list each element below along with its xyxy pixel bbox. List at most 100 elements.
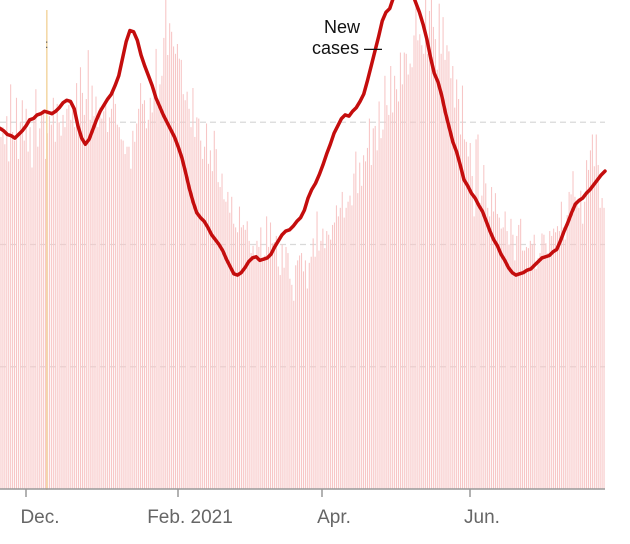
case-bar bbox=[250, 253, 252, 489]
case-bar bbox=[469, 143, 471, 489]
case-bar bbox=[237, 232, 239, 489]
case-bar bbox=[180, 59, 182, 490]
case-bar bbox=[87, 50, 89, 490]
case-bar bbox=[99, 107, 101, 489]
case-bar bbox=[70, 119, 72, 489]
case-bar bbox=[60, 135, 62, 489]
case-bar bbox=[543, 234, 545, 489]
case-bar bbox=[244, 229, 246, 489]
case-bar bbox=[533, 234, 535, 489]
x-tick-label: Jun. bbox=[464, 507, 500, 528]
case-bar bbox=[450, 78, 452, 490]
case-bar bbox=[279, 275, 281, 489]
case-bar bbox=[396, 89, 398, 490]
case-bar bbox=[461, 85, 464, 489]
case-bar bbox=[516, 235, 518, 489]
case-bar bbox=[481, 195, 483, 489]
case-bar bbox=[198, 118, 200, 489]
case-bar bbox=[386, 105, 388, 489]
case-bar bbox=[217, 182, 219, 489]
case-bar bbox=[72, 106, 74, 490]
case-bar bbox=[289, 278, 291, 489]
case-bar bbox=[143, 100, 145, 489]
case-bar bbox=[266, 216, 268, 489]
case-bar bbox=[52, 97, 54, 490]
case-bar bbox=[207, 163, 209, 489]
case-bar bbox=[496, 213, 498, 489]
case-bar bbox=[186, 91, 188, 489]
case-bar bbox=[463, 139, 465, 489]
case-bar bbox=[231, 196, 233, 489]
date-marker-dots: : bbox=[45, 37, 48, 51]
case-bar bbox=[21, 100, 23, 489]
case-bar bbox=[134, 141, 136, 489]
case-bar bbox=[341, 191, 343, 489]
case-bar bbox=[240, 227, 242, 489]
case-bar bbox=[483, 165, 485, 490]
case-bar bbox=[504, 211, 506, 490]
case-bar bbox=[252, 245, 254, 489]
case-bar bbox=[223, 199, 225, 489]
case-bar bbox=[2, 127, 4, 489]
case-bar bbox=[48, 116, 50, 489]
case-bar bbox=[539, 253, 541, 489]
case-bar bbox=[269, 222, 272, 489]
case-bar bbox=[560, 201, 562, 489]
case-bar bbox=[64, 127, 66, 489]
case-bar bbox=[221, 173, 223, 489]
case-bar bbox=[456, 79, 458, 490]
case-bar bbox=[93, 116, 95, 489]
case-bar bbox=[225, 201, 227, 489]
case-bar bbox=[171, 31, 173, 490]
case-bar bbox=[213, 130, 215, 489]
case-bar bbox=[316, 211, 318, 490]
case-bar bbox=[219, 187, 221, 490]
case-bar bbox=[564, 239, 566, 489]
case-bar bbox=[527, 248, 529, 489]
case-bar bbox=[39, 128, 41, 490]
case-bar bbox=[551, 235, 553, 489]
case-bar bbox=[19, 122, 21, 489]
case-bar bbox=[66, 108, 68, 490]
case-bar bbox=[45, 158, 47, 490]
case-bar bbox=[413, 35, 415, 489]
case-bar bbox=[415, 0, 417, 490]
case-bar bbox=[211, 171, 213, 489]
case-bar bbox=[29, 127, 31, 489]
case-bar bbox=[401, 84, 403, 489]
case-bar bbox=[110, 108, 113, 490]
case-bar bbox=[529, 240, 531, 489]
case-bar bbox=[440, 53, 442, 489]
x-tick-label: Feb. 2021 bbox=[147, 507, 233, 528]
case-bar bbox=[452, 66, 454, 489]
case-bar bbox=[523, 250, 526, 489]
annotation-cases: cases — bbox=[312, 38, 382, 58]
case-bar bbox=[163, 37, 165, 490]
case-bar bbox=[487, 207, 489, 489]
case-bar bbox=[101, 118, 103, 489]
date-marker: : bbox=[45, 10, 48, 490]
case-bar bbox=[541, 233, 543, 489]
case-bar bbox=[33, 121, 35, 489]
case-bar bbox=[549, 231, 551, 490]
case-bar bbox=[0, 136, 2, 490]
case-bar bbox=[56, 103, 58, 489]
case-bar bbox=[568, 191, 570, 489]
case-bar bbox=[405, 53, 407, 489]
case-bar bbox=[438, 3, 440, 489]
case-bar bbox=[359, 162, 361, 489]
case-bar bbox=[318, 250, 320, 489]
case-bar bbox=[576, 204, 578, 489]
case-bar bbox=[141, 103, 144, 489]
case-bar bbox=[132, 130, 134, 489]
x-axis-ticks: Dec. Feb. 2021 Apr. Jun. bbox=[20, 489, 500, 528]
case-bar bbox=[555, 232, 557, 489]
case-bar bbox=[136, 123, 138, 489]
case-bar bbox=[558, 231, 560, 490]
case-bar bbox=[357, 193, 359, 489]
case-bar bbox=[95, 96, 97, 489]
case-bar bbox=[107, 132, 109, 489]
case-bar bbox=[335, 205, 337, 489]
case-bar bbox=[407, 74, 409, 489]
case-bar bbox=[192, 88, 194, 490]
